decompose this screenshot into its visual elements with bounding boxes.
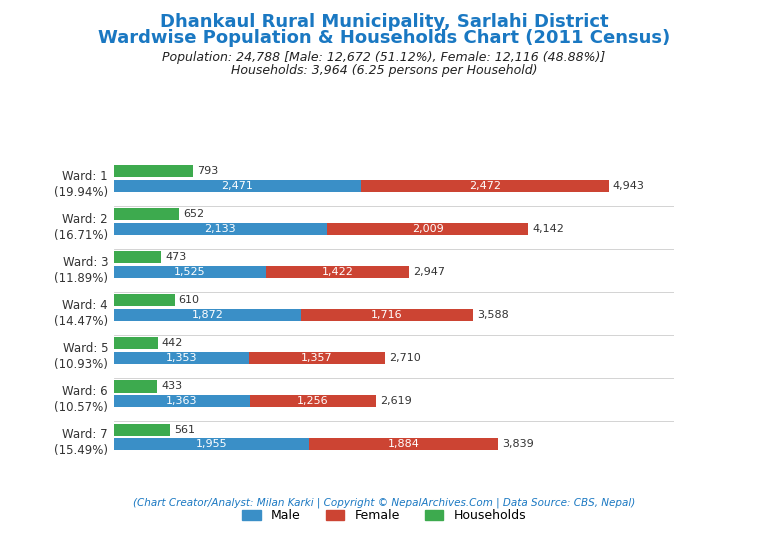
Text: 1,716: 1,716 — [371, 310, 402, 319]
Bar — [361, 180, 608, 191]
Bar — [114, 309, 301, 321]
Bar — [266, 265, 409, 278]
Text: 1,357: 1,357 — [301, 353, 333, 363]
Text: 2,471: 2,471 — [221, 181, 253, 190]
Text: 2,472: 2,472 — [468, 181, 501, 190]
Text: Wardwise Population & Households Chart (2011 Census): Wardwise Population & Households Chart (… — [98, 29, 670, 48]
Bar — [301, 309, 473, 321]
Bar — [114, 209, 179, 220]
Text: 2,133: 2,133 — [204, 224, 237, 234]
Text: 2,947: 2,947 — [412, 266, 445, 277]
Bar — [114, 165, 193, 177]
Legend: Male, Female, Households: Male, Female, Households — [237, 504, 531, 527]
Bar — [114, 265, 266, 278]
Text: 2,619: 2,619 — [380, 396, 412, 406]
Text: 610: 610 — [179, 295, 200, 306]
Text: (Chart Creator/Analyst: Milan Karki | Copyright © NepalArchives.Com | Data Sourc: (Chart Creator/Analyst: Milan Karki | Co… — [133, 497, 635, 508]
Text: Households: 3,964 (6.25 persons per Household): Households: 3,964 (6.25 persons per Hous… — [230, 64, 538, 77]
Text: 1,353: 1,353 — [166, 353, 197, 363]
Text: 433: 433 — [161, 382, 182, 391]
Bar — [327, 222, 528, 235]
Text: 793: 793 — [197, 166, 218, 176]
Text: 4,943: 4,943 — [613, 181, 644, 190]
Text: 1,884: 1,884 — [388, 439, 419, 449]
Text: 4,142: 4,142 — [532, 224, 564, 234]
Text: 1,256: 1,256 — [297, 396, 329, 406]
Bar — [114, 251, 161, 263]
Bar — [114, 222, 327, 235]
Bar — [250, 394, 376, 407]
Text: 561: 561 — [174, 425, 195, 435]
Text: 1,363: 1,363 — [166, 396, 197, 406]
Text: 442: 442 — [162, 338, 184, 348]
Text: 473: 473 — [165, 252, 187, 263]
Bar — [114, 381, 157, 392]
Bar — [114, 294, 175, 307]
Text: 2,009: 2,009 — [412, 224, 444, 234]
Bar — [114, 352, 249, 364]
Text: 3,588: 3,588 — [477, 310, 508, 319]
Text: 1,955: 1,955 — [196, 439, 227, 449]
Text: 2,710: 2,710 — [389, 353, 421, 363]
Bar — [249, 352, 385, 364]
Text: Dhankaul Rural Municipality, Sarlahi District: Dhankaul Rural Municipality, Sarlahi Dis… — [160, 13, 608, 32]
Text: 1,872: 1,872 — [191, 310, 223, 319]
Text: 3,839: 3,839 — [502, 439, 534, 449]
Bar — [114, 338, 158, 349]
Bar — [114, 438, 310, 450]
Text: 1,525: 1,525 — [174, 266, 206, 277]
Bar — [114, 423, 170, 436]
Bar — [310, 438, 498, 450]
Text: Population: 24,788 [Male: 12,672 (51.12%), Female: 12,116 (48.88%)]: Population: 24,788 [Male: 12,672 (51.12%… — [162, 51, 606, 64]
Text: 652: 652 — [183, 210, 204, 219]
Bar — [114, 180, 361, 191]
Text: 1,422: 1,422 — [322, 266, 353, 277]
Bar — [114, 394, 250, 407]
